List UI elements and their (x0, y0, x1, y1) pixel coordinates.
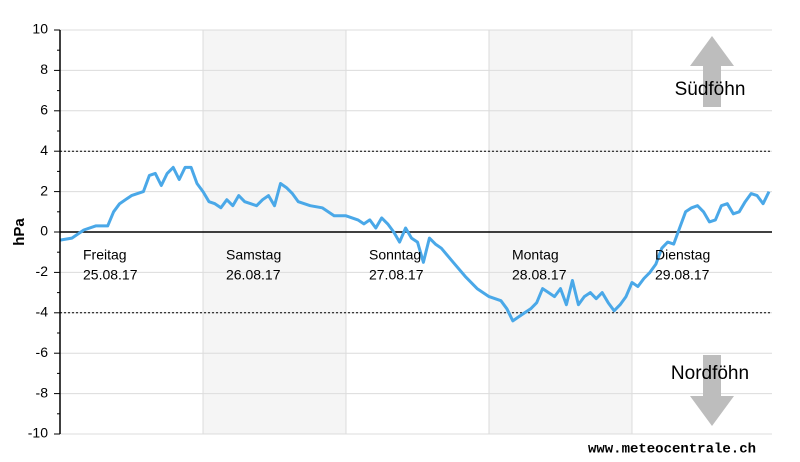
day-label: Sonntag (369, 247, 421, 263)
annotation-north: Nordföhn (671, 363, 749, 384)
data-line (59, 165, 771, 323)
y-tick-label: 10 (32, 21, 48, 37)
source: www.meteocentrale.ch (588, 442, 756, 458)
day-date: 28.08.17 (512, 267, 567, 283)
y-tick-label: -6 (36, 344, 49, 360)
day-label: Freitag (83, 247, 127, 263)
day-date: 26.08.17 (226, 267, 281, 283)
y-tick-label: -2 (36, 263, 49, 279)
up-arrow (690, 36, 734, 107)
foreground-layer: -10 -8 -6 -4 -2 0 2 4 6 8 10 Freitag 25.08.17 Samstag… (28, 21, 710, 441)
day-date: 25.08.17 (83, 267, 138, 283)
y-tick-label: 6 (40, 102, 48, 118)
y-tick-label: 0 (40, 223, 48, 239)
y-tick-label: 4 (40, 142, 48, 158)
y-tick-label: -10 (28, 425, 48, 441)
y-tick-label: -8 (36, 384, 49, 400)
day-label: Samstag (226, 247, 281, 263)
day-label: Montag (512, 247, 559, 263)
down-arrow (690, 355, 734, 426)
day-label: Dienstag (655, 247, 710, 263)
y-tick-label: 8 (40, 61, 48, 77)
y-axis-label: hPa (11, 218, 28, 246)
y-tick-label: 2 (40, 182, 48, 198)
day-date: 29.08.17 (655, 267, 710, 283)
y-tick-label: -4 (36, 304, 49, 320)
grid-layer (59, 29, 772, 435)
annotation-south: Südföhn (675, 79, 746, 100)
day-date: 27.08.17 (369, 267, 424, 283)
